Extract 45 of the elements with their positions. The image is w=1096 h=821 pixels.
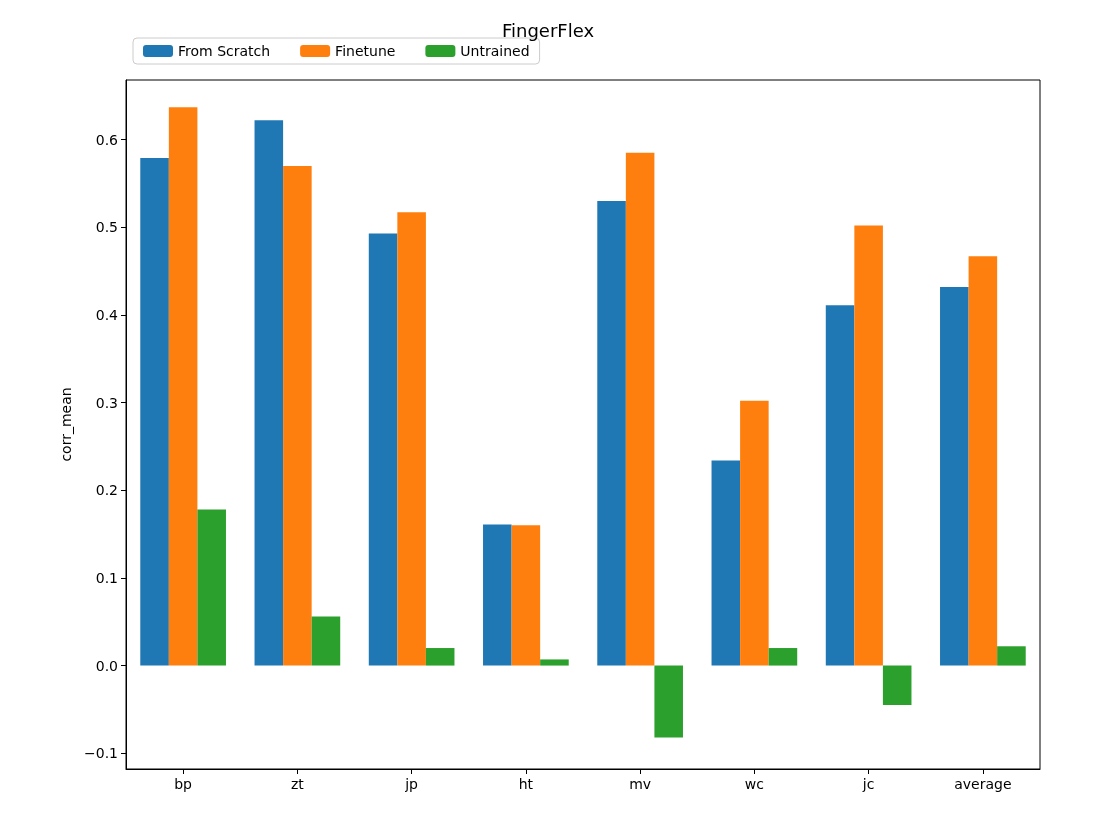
x-tick-label: average	[954, 776, 1012, 792]
bar	[168, 107, 198, 666]
y-tick-label: 0.5	[95, 219, 118, 236]
legend-label: From Scratch	[178, 43, 271, 59]
legend-label: Finetune	[335, 43, 396, 59]
y-tick-label: 0.6	[95, 131, 119, 148]
bar	[425, 648, 455, 666]
bar	[540, 659, 569, 666]
y-tick-label: 0.3	[95, 394, 118, 411]
x-tick-label: zt	[290, 776, 305, 792]
bar	[625, 152, 655, 666]
bar	[825, 305, 855, 666]
bar	[997, 646, 1026, 666]
bar	[854, 225, 883, 666]
bar	[654, 665, 683, 738]
chart-title: FingerFlex	[501, 19, 595, 41]
bar	[740, 400, 769, 666]
bar	[597, 200, 626, 666]
bar	[397, 212, 426, 666]
bar	[140, 158, 169, 666]
x-tick-label: ht	[518, 776, 534, 792]
x-tick-label: jp	[404, 776, 419, 792]
legend-label: Untrained	[460, 43, 530, 59]
bar	[768, 648, 798, 666]
bar	[511, 525, 541, 666]
x-tick-label: bp	[174, 776, 193, 792]
bar	[968, 256, 998, 666]
bar	[882, 665, 912, 706]
bar	[283, 165, 312, 666]
bar	[711, 460, 741, 666]
y-tick-label: 0.1	[95, 569, 118, 586]
y-tick-label: 0.0	[95, 657, 118, 674]
bar	[483, 524, 512, 666]
bar	[311, 616, 341, 666]
bar	[197, 509, 226, 666]
y-tick-label: 0.4	[95, 306, 119, 323]
bar	[940, 286, 969, 666]
bar	[368, 233, 398, 666]
y-tick-label: −0.1	[84, 745, 118, 762]
bar	[254, 120, 284, 666]
x-tick-label: wc	[744, 776, 764, 792]
x-tick-label: jc	[861, 776, 875, 792]
y-tick-label: 0.2	[95, 482, 118, 499]
x-tick-label: mv	[629, 776, 652, 792]
y-axis-title: corr_mean	[58, 387, 75, 462]
